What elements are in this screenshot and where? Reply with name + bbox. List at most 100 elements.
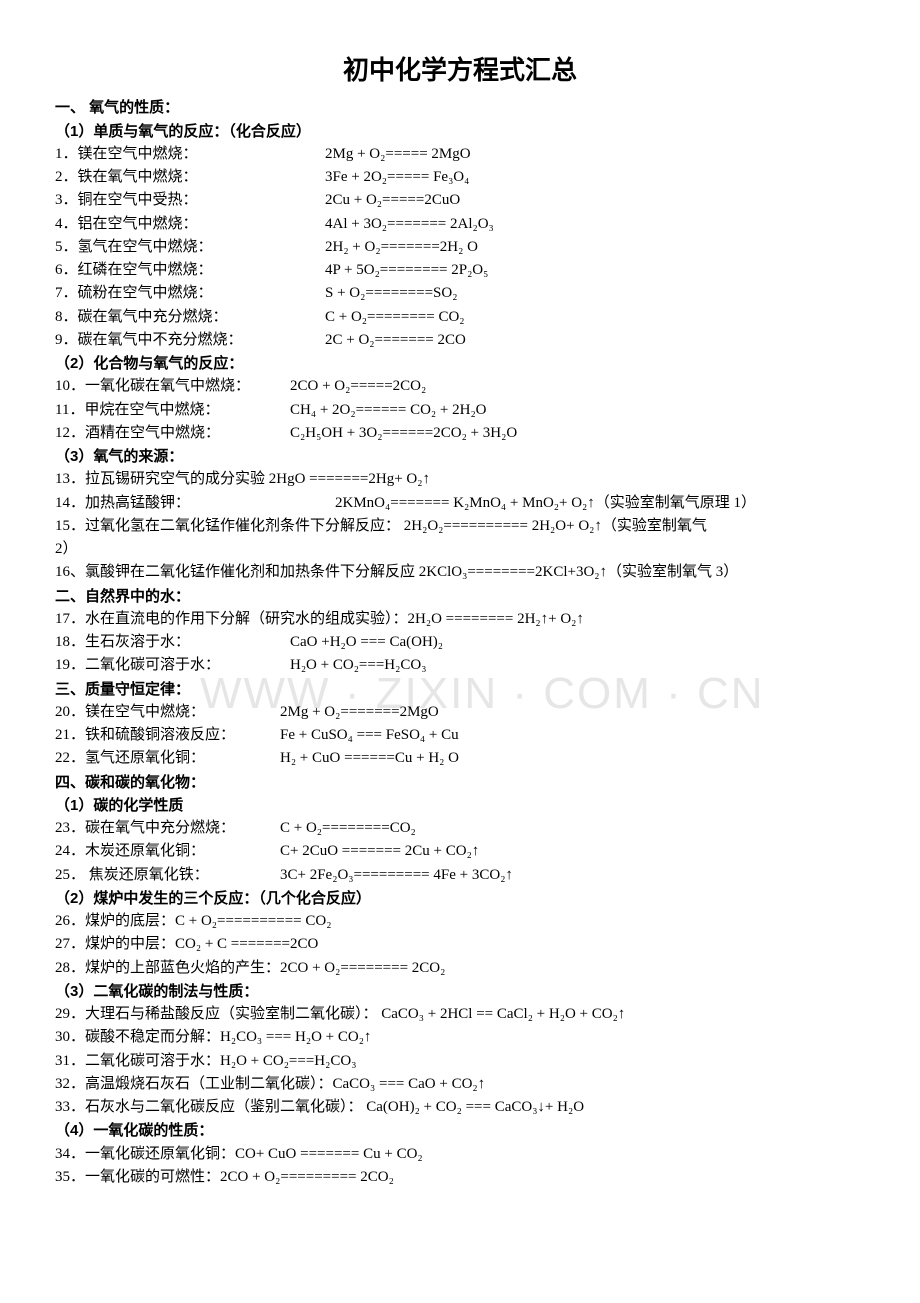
section-4-2: （2）煤炉中发生的三个反应：（几个化合反应）	[55, 887, 865, 910]
eq-11: 11．甲烷在空气中燃烧：CH₄ + 2O₂====== CO₂ + 2H₂O	[55, 399, 865, 422]
eq-12: 12．酒精在空气中燃烧：C₂H₅OH + 3O₂======2CO₂ + 3H₂…	[55, 422, 865, 445]
eq-26: 26．煤炉的底层：C + O₂========== CO₂	[55, 910, 865, 933]
eq-label: 27．煤炉的中层：CO₂ + C =======2CO	[55, 933, 318, 956]
eq-label: 7．硫粉在空气中燃烧：	[55, 282, 325, 305]
section-4-1: （1）碳的化学性质	[55, 794, 865, 817]
eq-20: 20．镁在空气中燃烧：2Mg + O₂=======2MgO	[55, 701, 865, 724]
eq-17: 17．水在直流电的作用下分解（研究水的组成实验）：2H₂O ======== 2…	[55, 608, 865, 631]
document-body: 初中化学方程式汇总 一、 氧气的性质： （1）单质与氧气的反应：（化合反应） 1…	[55, 50, 865, 1189]
eq-formula: H₂ + CuO ======Cu + H₂ O	[280, 747, 459, 770]
eq-formula: 2CO + O₂=====2CO₂	[290, 375, 426, 398]
eq-formula: 2H₂ + O₂=======2H₂ O	[325, 236, 478, 259]
eq-7: 7．硫粉在空气中燃烧：S + O₂========SO₂	[55, 282, 865, 305]
eq-label: 30．碳酸不稳定而分解：H₂CO₃ === H₂O + CO₂↑	[55, 1026, 371, 1049]
eq-18: 18．生石灰溶于水：CaO +H₂O === Ca(OH)₂	[55, 631, 865, 654]
eq-formula: 2KMnO₄======= K₂MnO₄ + MnO₂+ O₂↑（实验室制氧气原…	[335, 492, 756, 515]
eq-formula: C + O₂======== CO₂	[325, 306, 465, 329]
eq-formula: C+ 2CuO ======= 2Cu + CO₂↑	[280, 840, 479, 863]
eq-formula: S + O₂========SO₂	[325, 282, 457, 305]
eq-label: 2．铁在氧气中燃烧：	[55, 166, 325, 189]
eq-label: 22．氢气还原氧化铜：	[55, 747, 280, 770]
eq-label: 34．一氧化碳还原氧化铜：CO+ CuO ======= Cu + CO₂	[55, 1143, 423, 1166]
eq-formula: 2Cu + O₂=====2CuO	[325, 189, 460, 212]
eq-label: 4．铝在空气中燃烧：	[55, 213, 325, 236]
page-title: 初中化学方程式汇总	[55, 50, 865, 90]
eq-label: 35．一氧化碳的可燃性：2CO + O₂========= 2CO₂	[55, 1166, 394, 1189]
eq-13: 13．拉瓦锡研究空气的成分实验 2HgO =======2Hg+ O₂↑	[55, 468, 865, 491]
eq-formula: 2Mg + O₂===== 2MgO	[325, 143, 471, 166]
eq-31: 31．二氧化碳可溶于水：H₂O + CO₂===H₂CO₃	[55, 1050, 865, 1073]
eq-19: 19．二氧化碳可溶于水：H₂O + CO₂===H₂CO₃	[55, 654, 865, 677]
eq-8: 8．碳在氧气中充分燃烧：C + O₂======== CO₂	[55, 306, 865, 329]
section-1-3: （3）氧气的来源：	[55, 445, 865, 468]
eq-30: 30．碳酸不稳定而分解：H₂CO₃ === H₂O + CO₂↑	[55, 1026, 865, 1049]
eq-1: 1．镁在空气中燃烧：2Mg + O₂===== 2MgO	[55, 143, 865, 166]
eq-formula: C₂H₅OH + 3O₂======2CO₂ + 3H₂O	[290, 422, 517, 445]
section-1-1: （1）单质与氧气的反应：（化合反应）	[55, 120, 865, 143]
eq-label: 1．镁在空气中燃烧：	[55, 143, 325, 166]
eq-33: 33．石灰水与二氧化碳反应（鉴别二氧化碳）： Ca(OH)₂ + CO₂ ===…	[55, 1096, 865, 1119]
eq-23: 23．碳在氧气中充分燃烧：C + O₂========CO₂	[55, 817, 865, 840]
eq-label: 16、氯酸钾在二氧化锰作催化剂和加热条件下分解反应 2KClO₃========…	[55, 561, 738, 584]
eq-formula: 4Al + 3O₂======= 2Al₂O₃	[325, 213, 494, 236]
eq-6: 6．红磷在空气中燃烧：4P + 5O₂======== 2P₂O₅	[55, 259, 865, 282]
eq-label: 13．拉瓦锡研究空气的成分实验 2HgO =======2Hg+ O₂↑	[55, 468, 430, 491]
eq-35: 35．一氧化碳的可燃性：2CO + O₂========= 2CO₂	[55, 1166, 865, 1189]
eq-4: 4．铝在空气中燃烧：4Al + 3O₂======= 2Al₂O₃	[55, 213, 865, 236]
eq-label: 17．水在直流电的作用下分解（研究水的组成实验）：2H₂O ======== 2…	[55, 608, 584, 631]
eq-label: 6．红磷在空气中燃烧：	[55, 259, 325, 282]
eq-24: 24．木炭还原氧化铜：C+ 2CuO ======= 2Cu + CO₂↑	[55, 840, 865, 863]
eq-label: 3．铜在空气中受热：	[55, 189, 325, 212]
eq-label: 32．高温煅烧石灰石（工业制二氧化碳）：CaCO₃ === CaO + CO₂↑	[55, 1073, 485, 1096]
eq-28: 28．煤炉的上部蓝色火焰的产生：2CO + O₂======== 2CO₂	[55, 957, 865, 980]
eq-label: 20．镁在空气中燃烧：	[55, 701, 280, 724]
eq-34: 34．一氧化碳还原氧化铜：CO+ CuO ======= Cu + CO₂	[55, 1143, 865, 1166]
eq-10: 10．一氧化碳在氧气中燃烧：2CO + O₂=====2CO₂	[55, 375, 865, 398]
eq-label: 5．氢气在空气中燃烧：	[55, 236, 325, 259]
eq-formula: 4P + 5O₂======== 2P₂O₅	[325, 259, 488, 282]
eq-formula: Fe + CuSO₄ === FeSO₄ + Cu	[280, 724, 459, 747]
eq-formula: H₂O + CO₂===H₂CO₃	[290, 654, 426, 677]
eq-25: 25． 焦炭还原氧化铁：3C+ 2Fe₂O₃========= 4Fe + 3C…	[55, 864, 865, 887]
eq-label: 8．碳在氧气中充分燃烧：	[55, 306, 325, 329]
section-2: 二、自然界中的水：	[55, 585, 865, 608]
section-4-3: （3）二氧化碳的制法与性质：	[55, 980, 865, 1003]
section-1: 一、 氧气的性质：	[55, 96, 865, 119]
section-1-2: （2）化合物与氧气的反应：	[55, 352, 865, 375]
eq-9: 9．碳在氧气中不充分燃烧：2C + O₂======= 2CO	[55, 329, 865, 352]
eq-label: 28．煤炉的上部蓝色火焰的产生：2CO + O₂======== 2CO₂	[55, 957, 445, 980]
eq-label: 25． 焦炭还原氧化铁：	[55, 864, 280, 887]
eq-label: 26．煤炉的底层：C + O₂========== CO₂	[55, 910, 331, 933]
section-4: 四、碳和碳的氧化物：	[55, 771, 865, 794]
eq-label: 33．石灰水与二氧化碳反应（鉴别二氧化碳）： Ca(OH)₂ + CO₂ ===…	[55, 1096, 584, 1119]
eq-32: 32．高温煅烧石灰石（工业制二氧化碳）：CaCO₃ === CaO + CO₂↑	[55, 1073, 865, 1096]
eq-formula: 3C+ 2Fe₂O₃========= 4Fe + 3CO₂↑	[280, 864, 513, 887]
eq-label: 11．甲烷在空气中燃烧：	[55, 399, 290, 422]
eq-label: 15．过氧化氢在二氧化锰作催化剂条件下分解反应： 2H₂O₂==========…	[55, 515, 707, 538]
eq-21: 21．铁和硫酸铜溶液反应：Fe + CuSO₄ === FeSO₄ + Cu	[55, 724, 865, 747]
eq-15b: 2）	[55, 538, 865, 561]
section-3: 三、质量守恒定律：	[55, 678, 865, 701]
eq-formula: CH₄ + 2O₂====== CO₂ + 2H₂O	[290, 399, 487, 422]
eq-label: 18．生石灰溶于水：	[55, 631, 290, 654]
eq-formula: CaO +H₂O === Ca(OH)₂	[290, 631, 443, 654]
eq-label: 24．木炭还原氧化铜：	[55, 840, 280, 863]
eq-label: 21．铁和硫酸铜溶液反应：	[55, 724, 280, 747]
eq-label: 14．加热高锰酸钾：	[55, 492, 335, 515]
eq-formula: C + O₂========CO₂	[280, 817, 416, 840]
eq-label: 19．二氧化碳可溶于水：	[55, 654, 290, 677]
eq-27: 27．煤炉的中层：CO₂ + C =======2CO	[55, 933, 865, 956]
eq-22: 22．氢气还原氧化铜：H₂ + CuO ======Cu + H₂ O	[55, 747, 865, 770]
eq-14: 14．加热高锰酸钾：2KMnO₄======= K₂MnO₄ + MnO₂+ O…	[55, 492, 865, 515]
eq-label: 9．碳在氧气中不充分燃烧：	[55, 329, 325, 352]
eq-29: 29．大理石与稀盐酸反应（实验室制二氧化碳）： CaCO₃ + 2HCl == …	[55, 1003, 865, 1026]
eq-16: 16、氯酸钾在二氧化锰作催化剂和加热条件下分解反应 2KClO₃========…	[55, 561, 865, 584]
eq-label: 31．二氧化碳可溶于水：H₂O + CO₂===H₂CO₃	[55, 1050, 356, 1073]
eq-label: 12．酒精在空气中燃烧：	[55, 422, 290, 445]
eq-15: 15．过氧化氢在二氧化锰作催化剂条件下分解反应： 2H₂O₂==========…	[55, 515, 865, 538]
eq-label: 10．一氧化碳在氧气中燃烧：	[55, 375, 290, 398]
eq-label: 23．碳在氧气中充分燃烧：	[55, 817, 280, 840]
eq-formula: 2C + O₂======= 2CO	[325, 329, 466, 352]
eq-label: 29．大理石与稀盐酸反应（实验室制二氧化碳）： CaCO₃ + 2HCl == …	[55, 1003, 625, 1026]
eq-5: 5．氢气在空气中燃烧：2H₂ + O₂=======2H₂ O	[55, 236, 865, 259]
